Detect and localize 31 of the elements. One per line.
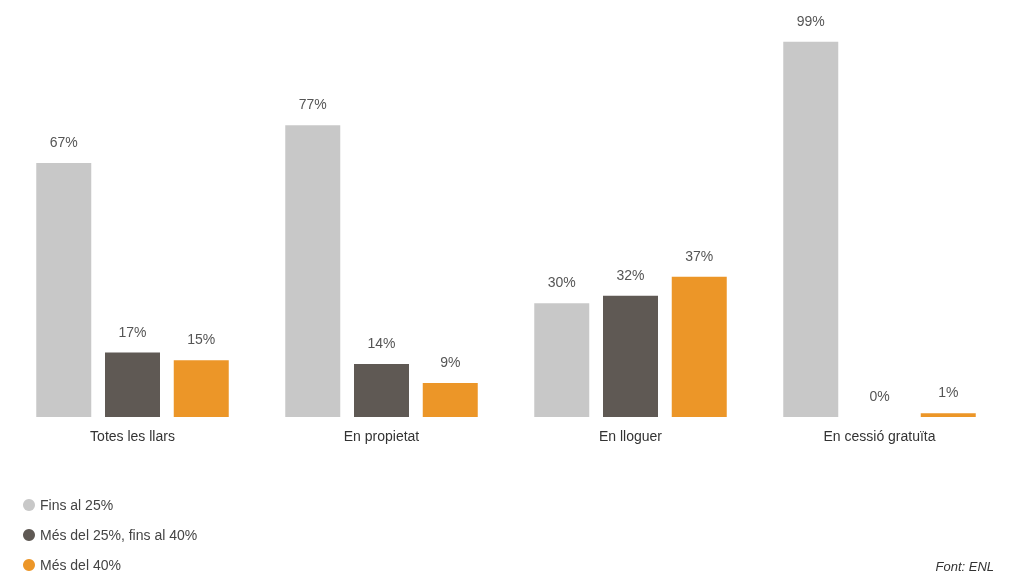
data-label: 17% <box>118 323 147 340</box>
bar <box>603 295 658 417</box>
x-tick-label: En lloguer <box>598 428 663 444</box>
bar <box>534 303 590 417</box>
bar <box>671 276 727 417</box>
legend-label: Més del 40% <box>40 557 121 573</box>
bar <box>920 413 976 417</box>
bar <box>783 41 839 417</box>
data-label: 1% <box>938 384 959 401</box>
bar <box>422 382 478 417</box>
data-label: 14% <box>367 334 396 351</box>
bar <box>105 352 160 417</box>
data-label: 0% <box>869 388 890 404</box>
legend-label: Fins al 25% <box>40 497 114 513</box>
bar <box>173 360 229 417</box>
data-label: 77% <box>298 96 327 113</box>
bar <box>285 125 341 417</box>
data-label: 99% <box>796 12 825 29</box>
data-label: 15% <box>187 331 216 348</box>
text: Font: ENL <box>935 559 995 574</box>
data-label: 32% <box>616 266 645 283</box>
bar <box>36 163 92 417</box>
data-label: 30% <box>547 274 576 291</box>
data-label: 67% <box>49 134 78 151</box>
data-label: 37% <box>685 247 714 264</box>
x-tick-label: En propietat <box>343 428 420 444</box>
x-tick-label: En cessió gratuïta <box>823 428 936 444</box>
bar <box>354 363 409 417</box>
data-label: 9% <box>440 353 461 370</box>
x-tick-label: Totes les llars <box>90 428 175 444</box>
legend-label: Més del 25%, fins al 40% <box>40 527 198 543</box>
